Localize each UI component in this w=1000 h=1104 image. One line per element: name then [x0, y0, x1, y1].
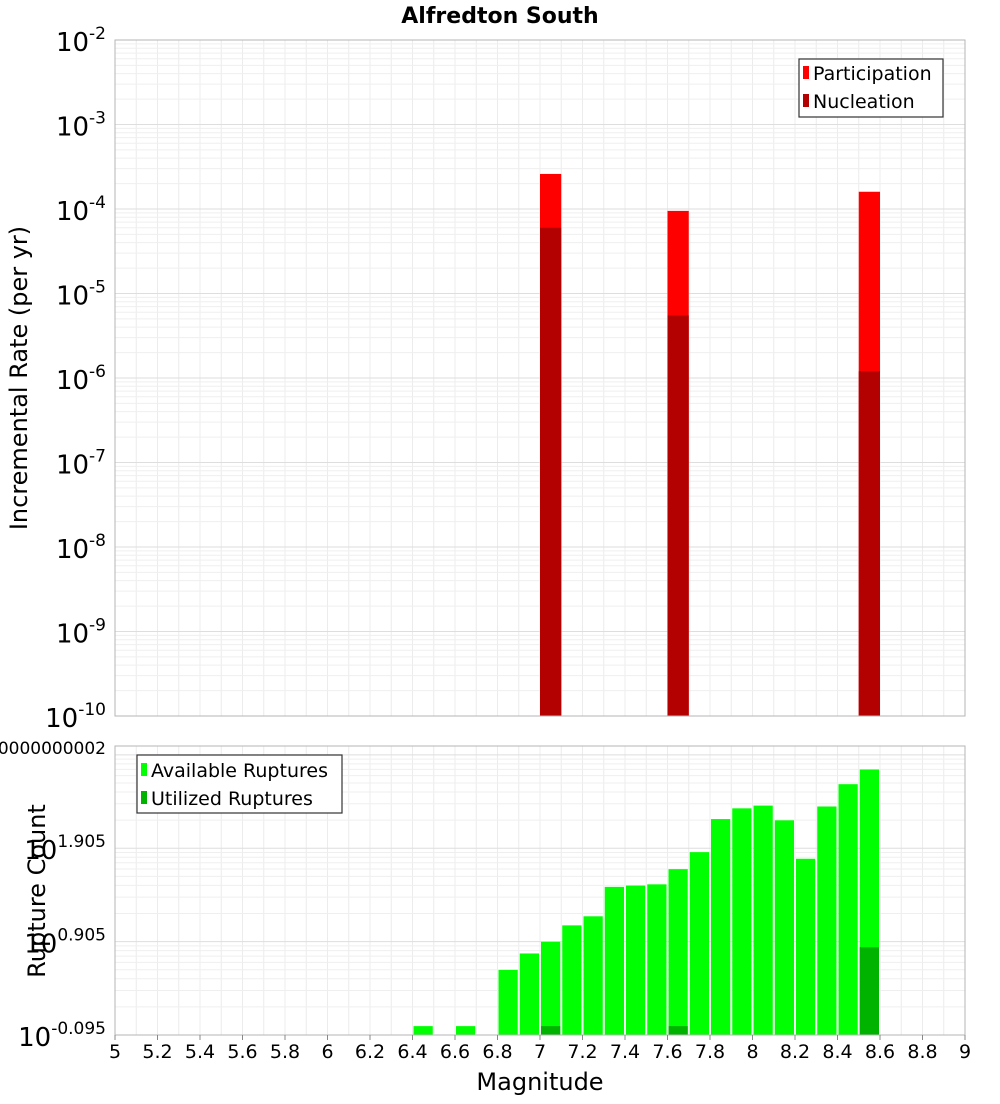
y-tick-label: 10-3 [56, 109, 106, 143]
legend-label: Available Ruptures [151, 760, 328, 782]
legend-label: Participation [813, 63, 932, 85]
bar-nucleation [667, 315, 689, 716]
bar-available-ruptures [732, 808, 752, 1035]
y-tick-label: 10-4 [56, 193, 106, 227]
y-tick-label: 10-8 [56, 531, 106, 565]
x-tick-label: 7.2 [567, 1041, 597, 1063]
x-tick-label: 5 [109, 1041, 121, 1063]
x-tick-label: 5.2 [142, 1041, 172, 1063]
x-tick-label: 7.6 [652, 1041, 682, 1063]
y-tick-label: 101.905 [24, 832, 106, 866]
bar-available-ruptures [668, 869, 688, 1035]
bar-nucleation [540, 227, 562, 716]
bar-available-ruptures [838, 784, 858, 1035]
bar-available-ruptures [647, 884, 667, 1035]
legend-swatch [803, 94, 809, 107]
legend-swatch [803, 66, 809, 79]
bar-available-ruptures [796, 858, 816, 1035]
y-axis-label: Incremental Rate (per yr) [5, 226, 33, 530]
bar-nucleation [858, 371, 880, 716]
x-tick-label: 5.8 [270, 1041, 300, 1063]
x-tick-label: 5.6 [227, 1041, 257, 1063]
bar-available-ruptures [604, 886, 624, 1035]
y-tick-label: 10-10 [45, 700, 106, 734]
legend-box [136, 754, 343, 814]
x-tick-label: 6.8 [482, 1041, 512, 1063]
bar-available-ruptures [456, 1026, 476, 1035]
y-tick-label: 102.9050000000000002 [0, 739, 106, 773]
y-tick-label: 10-9 [56, 616, 106, 650]
y-tick-label: 10-7 [56, 447, 106, 481]
legend-label: Nucleation [813, 91, 915, 113]
bar-available-ruptures [562, 925, 582, 1035]
x-tick-label: 8.6 [865, 1041, 895, 1063]
x-tick-label: 8 [746, 1041, 758, 1063]
y-tick-label: 10-2 [56, 24, 106, 58]
bar-utilized-ruptures [668, 1026, 688, 1035]
bar-available-ruptures [689, 852, 709, 1035]
x-tick-label: 7.4 [610, 1041, 640, 1063]
bar-available-ruptures [753, 805, 773, 1035]
y-tick-label: 10-0.095 [18, 1019, 106, 1053]
bar-available-ruptures [711, 819, 731, 1035]
legend-label: Utilized Ruptures [151, 788, 313, 810]
bar-available-ruptures [626, 885, 646, 1035]
legend-swatch [141, 791, 147, 804]
legend-box [798, 58, 944, 118]
bar-utilized-ruptures [859, 947, 879, 1035]
x-tick-label: 7.8 [695, 1041, 725, 1063]
legend-swatch [141, 763, 147, 776]
bar-available-ruptures [583, 916, 603, 1035]
x-tick-label: 9 [959, 1041, 971, 1063]
x-tick-label: 8.8 [907, 1041, 937, 1063]
x-tick-label: 8.4 [822, 1041, 852, 1063]
x-tick-label: 5.4 [185, 1041, 215, 1063]
bar-available-ruptures [519, 953, 539, 1035]
x-tick-label: 6.6 [440, 1041, 470, 1063]
bar-available-ruptures [413, 1026, 433, 1035]
y-axis-label: Rupture Count [23, 804, 51, 978]
y-tick-label: 10-6 [56, 362, 106, 396]
plot-border-0 [114, 39, 966, 717]
bar-available-ruptures [541, 941, 561, 1035]
y-tick-label: 100.905 [24, 926, 106, 960]
x-tick-label: 8.2 [780, 1041, 810, 1063]
y-tick-label: 10-5 [56, 278, 106, 312]
bar-available-ruptures [817, 806, 837, 1035]
x-tick-label: 6.4 [397, 1041, 427, 1063]
x-axis-label: Magnitude [476, 1068, 603, 1096]
x-tick-label: 6 [321, 1041, 333, 1063]
x-tick-label: 6.2 [355, 1041, 385, 1063]
bar-utilized-ruptures [541, 1026, 561, 1035]
chart-title: Alfredton South [401, 4, 598, 29]
bar-available-ruptures [774, 820, 794, 1035]
bar-available-ruptures [498, 969, 518, 1035]
x-tick-label: 7 [534, 1041, 546, 1063]
